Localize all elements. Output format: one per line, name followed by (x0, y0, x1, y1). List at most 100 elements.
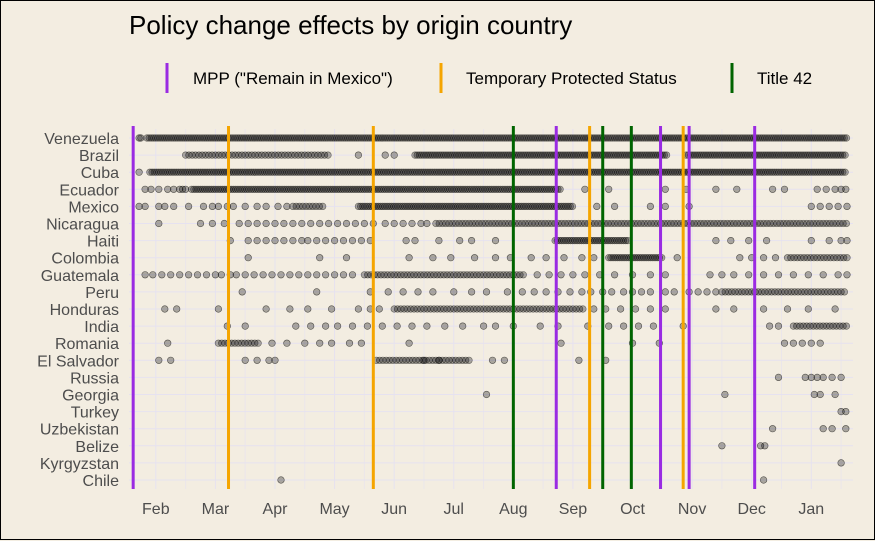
point (307, 322, 315, 330)
point (411, 237, 419, 245)
point (661, 271, 669, 279)
point (271, 356, 279, 364)
point (837, 373, 845, 382)
point (518, 288, 526, 296)
point (334, 219, 342, 228)
point (828, 373, 836, 382)
point (161, 305, 169, 313)
point (441, 322, 449, 330)
point (842, 134, 851, 142)
point (316, 219, 324, 228)
point (298, 219, 306, 228)
point (402, 237, 410, 245)
y-tick-label: Uzbekistan (40, 422, 119, 439)
point (254, 339, 262, 347)
point (768, 425, 777, 433)
point (253, 356, 261, 364)
point (155, 356, 163, 364)
point (167, 271, 175, 279)
point (825, 202, 833, 210)
point (135, 168, 143, 176)
policy-lines (131, 126, 757, 489)
point (730, 271, 738, 279)
point (646, 202, 655, 210)
point (813, 373, 821, 382)
point (759, 271, 768, 279)
point (488, 356, 497, 364)
point (491, 237, 500, 245)
point (503, 288, 512, 296)
point (417, 219, 425, 228)
point (780, 185, 789, 193)
point (447, 254, 455, 262)
point (289, 219, 297, 228)
point (804, 271, 812, 279)
point (399, 219, 407, 228)
x-tick-label: Sep (559, 501, 588, 518)
point (253, 202, 261, 210)
point (774, 322, 783, 330)
point (468, 237, 476, 245)
series-nicaragua (155, 219, 851, 228)
point (295, 271, 303, 279)
point (241, 322, 249, 330)
point (843, 202, 851, 210)
point (173, 305, 181, 313)
point (834, 271, 842, 279)
point (262, 202, 270, 210)
point (345, 339, 354, 347)
gridlines (129, 129, 853, 489)
point (182, 185, 190, 193)
point (381, 219, 389, 228)
point (322, 322, 330, 330)
point (774, 271, 783, 279)
point (313, 288, 321, 296)
y-tick-label: Georgia (62, 388, 119, 405)
y-tick-label: Honduras (50, 302, 119, 319)
point (408, 219, 416, 228)
point (756, 442, 765, 450)
x-tick-label: Jul (444, 501, 464, 518)
point (616, 305, 625, 313)
point (375, 305, 383, 313)
point (277, 271, 285, 279)
point (774, 373, 783, 382)
point (390, 151, 398, 159)
point (334, 322, 342, 330)
point (381, 151, 389, 159)
point (253, 219, 261, 228)
point (536, 322, 544, 330)
point (164, 339, 172, 347)
point (578, 254, 586, 262)
y-tick-label: El Salvador (37, 353, 119, 370)
point (816, 339, 824, 347)
point (843, 271, 851, 279)
point (339, 271, 348, 279)
point (423, 219, 431, 228)
point (208, 202, 216, 210)
point (593, 202, 601, 210)
point (610, 202, 619, 210)
point (211, 271, 219, 279)
point (789, 271, 798, 279)
point (331, 271, 339, 279)
series-ecuador (141, 185, 850, 193)
point (351, 219, 360, 228)
point (581, 185, 589, 193)
point (265, 356, 273, 364)
point (712, 185, 720, 193)
point (322, 271, 330, 279)
chart-title: Policy change effects by origin country (129, 10, 572, 40)
point (843, 254, 851, 262)
point (783, 305, 792, 313)
point (316, 254, 324, 262)
point (798, 339, 806, 347)
series-turkey (837, 408, 850, 416)
point (578, 288, 586, 296)
point (828, 425, 836, 433)
point (244, 219, 252, 228)
point (271, 237, 279, 245)
x-axis-labels: Feb Mar Apr May Jun Jul Aug Sep Oct Nov Dec Jan (142, 501, 824, 518)
point (354, 305, 363, 313)
point (807, 237, 815, 245)
